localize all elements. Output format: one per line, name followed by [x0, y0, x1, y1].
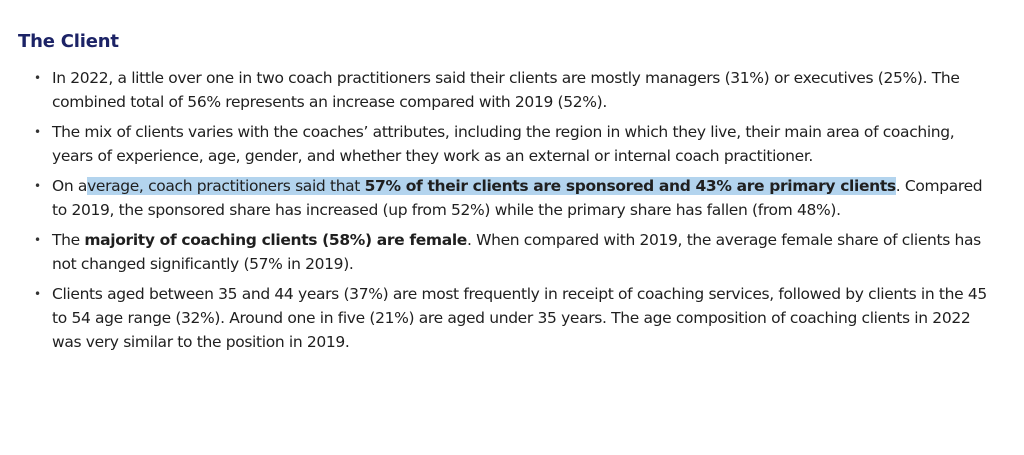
- bullet-text: On average, coach practitioners said tha…: [52, 177, 983, 219]
- bullet-item-managers: • In 2022, a little over one in two coac…: [34, 66, 994, 114]
- section-heading: The Client: [18, 31, 119, 52]
- bullet-bold-text: majority of coaching clients (58%) are f…: [84, 231, 467, 249]
- highlighted-text: verage, coach practitioners said that: [87, 177, 365, 195]
- bullet-dot-icon: •: [34, 179, 41, 193]
- selection-start-text: On a: [52, 177, 88, 195]
- bullet-pre-text: The: [52, 231, 85, 249]
- bullet-text: Clients aged between 35 and 44 years (37…: [52, 285, 987, 351]
- text-selection-highlight[interactable]: verage, coach practitioners said that 57…: [87, 177, 896, 195]
- bullet-text: The majority of coaching clients (58%) a…: [52, 231, 981, 273]
- bullet-text: The mix of clients varies with the coach…: [52, 123, 955, 165]
- bullet-dot-icon: •: [34, 125, 41, 139]
- bullet-rest-text: . Compared to 2019, the sponsored share …: [52, 177, 983, 219]
- bullet-item-female: • The majority of coaching clients (58%)…: [34, 228, 994, 276]
- bullet-rest-text: . When compared with 2019, the average f…: [52, 231, 981, 273]
- bullet-dot-icon: •: [34, 71, 41, 85]
- bullet-item-sponsored: • On average, coach practitioners said t…: [34, 174, 994, 222]
- bullet-item-client-mix: • The mix of clients varies with the coa…: [34, 120, 994, 168]
- bullet-text: In 2022, a little over one in two coach …: [52, 69, 960, 111]
- bullet-item-age: • Clients aged between 35 and 44 years (…: [34, 282, 994, 354]
- highlighted-bold-text: 57% of their clients are sponsored and 4…: [364, 177, 896, 195]
- bullet-list: • In 2022, a little over one in two coac…: [34, 66, 994, 360]
- bullet-dot-icon: •: [34, 287, 41, 301]
- bullet-dot-icon: •: [34, 233, 41, 247]
